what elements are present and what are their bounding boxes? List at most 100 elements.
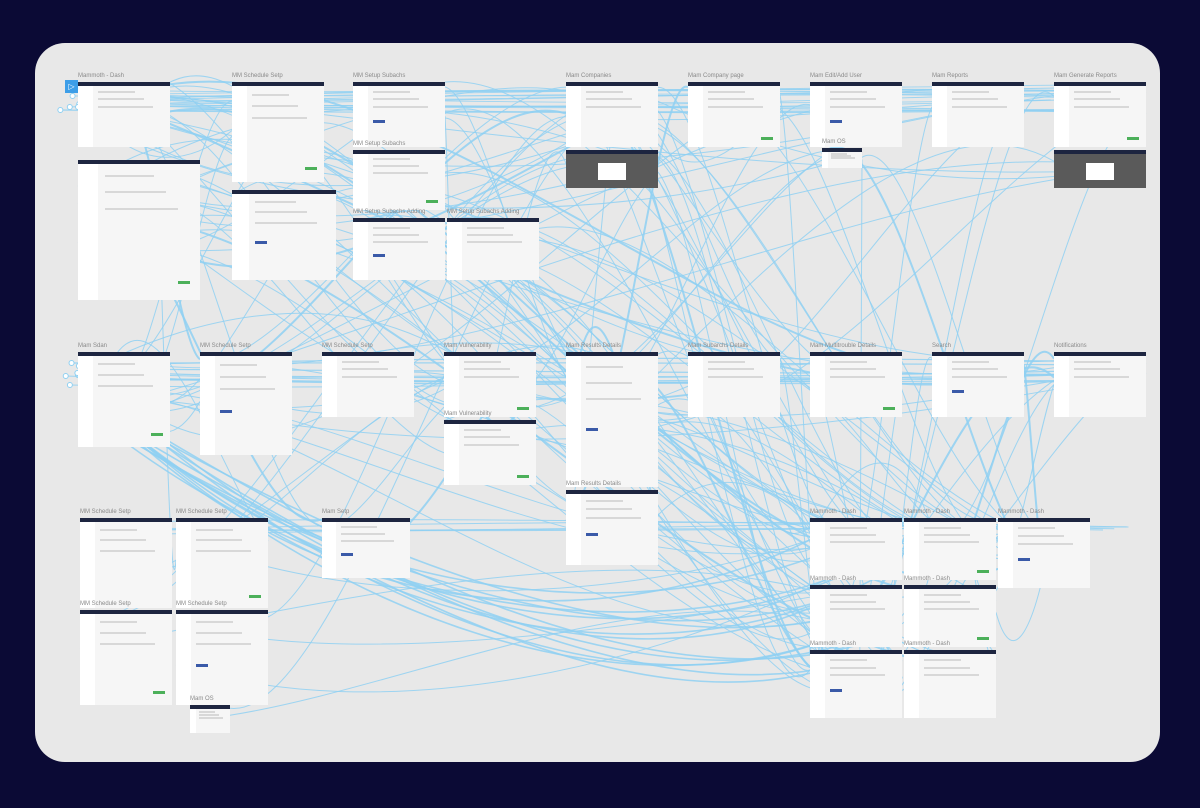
link-hotspot[interactable] (57, 107, 64, 113)
prototype-link[interactable] (132, 441, 840, 622)
content-line (104, 191, 166, 194)
content-line (952, 360, 990, 363)
prototype-link[interactable] (141, 438, 879, 676)
prototype-link[interactable] (113, 158, 567, 413)
artboard[interactable]: Mam OS (190, 696, 230, 733)
artboard-content (78, 164, 200, 300)
artboard[interactable]: Mam Reports (932, 73, 1024, 147)
prototype-canvas[interactable]: ▷ Mammoth - Dash MM Schedule Setp MM Setup… (35, 43, 1160, 762)
artboard-title: Mammoth - Dash (78, 73, 125, 79)
sidebar (444, 356, 459, 417)
artboard[interactable]: Mam Setp (322, 509, 410, 578)
content-line (373, 165, 420, 168)
prototype-link[interactable] (629, 126, 811, 678)
artboard[interactable]: Mam Subarchs Details (688, 343, 780, 417)
artboard[interactable]: Mam Results Details (566, 343, 658, 487)
artboard[interactable] (232, 190, 336, 280)
prototype-link[interactable] (132, 418, 868, 666)
artboard-header-bar (322, 518, 410, 522)
link-hotspot[interactable] (66, 104, 73, 110)
artboard[interactable]: Mammoth - Dash (904, 509, 996, 580)
prototype-link[interactable] (60, 108, 1058, 113)
artboard[interactable]: Mam Edit/Add User (810, 73, 902, 147)
artboard-header-bar (1054, 82, 1146, 86)
content-line (100, 528, 138, 531)
prototype-link[interactable] (134, 438, 832, 602)
artboard[interactable]: Mam OS (822, 139, 862, 168)
artboard[interactable]: Mammoth - Dash (810, 576, 902, 647)
artboard-title: MM Schedule Setp (200, 343, 251, 349)
prototype-link[interactable] (122, 428, 856, 594)
artboard-content (176, 522, 268, 608)
prototype-link[interactable] (132, 432, 877, 635)
prototype-link[interactable] (620, 110, 997, 524)
artboard-header-bar (566, 82, 658, 86)
content-line (830, 600, 877, 603)
prototype-link[interactable] (861, 154, 1041, 535)
prototype-link[interactable] (499, 149, 863, 369)
link-hotspot[interactable] (62, 373, 69, 379)
prototype-link[interactable] (657, 86, 839, 532)
artboard[interactable]: Mam Multitrouble Details (810, 343, 902, 417)
link-hotspot[interactable] (69, 93, 76, 99)
sidebar (810, 589, 825, 647)
prototype-link[interactable] (267, 524, 852, 592)
content-line (830, 105, 886, 108)
artboard[interactable]: Mam Companies (566, 73, 658, 147)
artboard[interactable]: MM Schedule Setp (80, 509, 172, 608)
artboard[interactable]: Mammoth - Dash (904, 576, 996, 647)
artboard[interactable] (566, 150, 658, 188)
sidebar (232, 86, 247, 182)
artboard[interactable]: MM Setup Subachs Adding (447, 209, 539, 280)
prototype-link[interactable] (509, 393, 811, 611)
artboard[interactable]: Mammoth - Dash (998, 509, 1090, 588)
prototype-link[interactable] (125, 442, 869, 613)
artboard[interactable]: MM Setup Subachs Adding (353, 209, 445, 280)
content-line (586, 382, 633, 385)
artboard[interactable]: Mam Generate Reports (1054, 73, 1146, 147)
artboard[interactable]: MM Schedule Setp (322, 343, 414, 417)
artboard[interactable]: Mammoth - Dash (78, 73, 170, 147)
artboard[interactable] (78, 160, 200, 300)
prototype-link[interactable] (229, 610, 825, 716)
artboard-content (566, 154, 658, 188)
artboard[interactable]: Mam Vulnerability (444, 411, 536, 485)
prototype-link[interactable] (169, 246, 903, 680)
prototype-link[interactable] (621, 120, 999, 542)
prototype-link[interactable] (229, 110, 616, 709)
prototype-link[interactable] (133, 433, 856, 620)
home-start-icon[interactable]: ▷ (65, 80, 78, 93)
artboard[interactable]: Mammoth - Dash (810, 641, 902, 718)
prototype-link[interactable] (444, 172, 947, 533)
artboard[interactable]: Mammoth - Dash (810, 509, 902, 580)
prototype-link[interactable] (136, 425, 882, 629)
artboard[interactable]: Notifications (1054, 343, 1146, 417)
artboard[interactable]: Mammoth - Dash (904, 641, 996, 718)
link-hotspot[interactable] (66, 382, 73, 388)
artboard-content (688, 356, 780, 417)
link-hotspot[interactable] (68, 360, 75, 366)
artboard[interactable]: MM Setup Subachs (353, 141, 445, 210)
artboard[interactable]: Mam Company page (688, 73, 780, 147)
artboard[interactable]: MM Schedule Setp (232, 73, 324, 182)
prototype-link[interactable] (199, 86, 587, 368)
artboard[interactable]: Mam Results Details (566, 481, 658, 565)
prototype-link[interactable] (175, 558, 868, 693)
artboard[interactable]: MM Schedule Setp (176, 509, 268, 608)
artboard-content (810, 522, 902, 580)
artboard[interactable]: MM Schedule Setp (200, 343, 292, 455)
artboard[interactable]: Mam Vulnerability (444, 343, 536, 417)
artboard[interactable]: Mam Sdan (78, 343, 170, 447)
content-line (830, 593, 868, 596)
content-line (830, 533, 877, 536)
prototype-link[interactable] (133, 414, 839, 640)
artboard[interactable]: MM Setup Subachs (353, 73, 445, 147)
prototype-link[interactable] (77, 312, 498, 389)
artboard[interactable]: Search (932, 343, 1024, 417)
artboard[interactable] (1054, 150, 1146, 188)
artboard[interactable]: MM Schedule Setp (80, 601, 172, 705)
content-line (1018, 527, 1056, 530)
sidebar (322, 356, 337, 417)
prototype-link[interactable] (267, 116, 587, 618)
artboard[interactable]: MM Schedule Setp (176, 601, 268, 705)
